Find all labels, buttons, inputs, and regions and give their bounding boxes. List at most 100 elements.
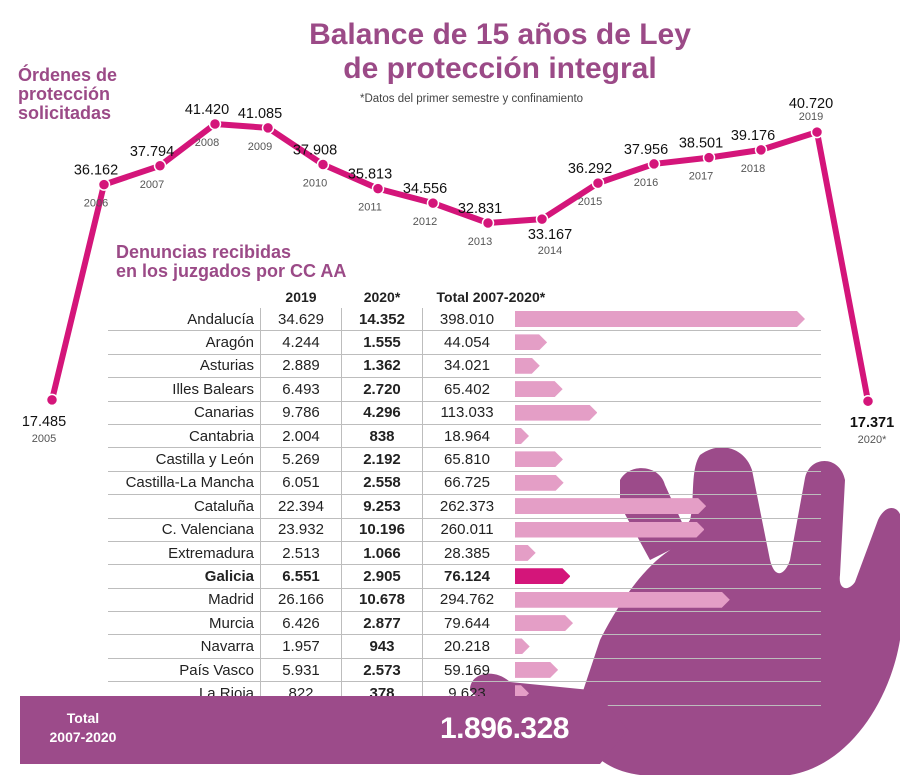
value-total: 59.169 (422, 658, 511, 683)
value-2019: 1.957 (260, 634, 342, 659)
chart-note: *Datos del primer semestre y confinamien… (360, 93, 584, 105)
value-2019: 23.932 (260, 518, 342, 542)
value-2020: 2.558 (341, 471, 423, 496)
data-point (535, 212, 549, 226)
value-2020: 4.296 (341, 401, 423, 425)
data-point (45, 393, 59, 407)
region-name: Madrid (108, 588, 261, 613)
table-header-row: 2019 2020* Total 2007-2020* (108, 286, 821, 308)
bar-cell (511, 401, 821, 425)
value-2019: 4.244 (260, 330, 342, 355)
value-2019: 5.269 (260, 447, 342, 472)
value-total: 20.218 (422, 634, 511, 659)
table-row: Aragón 4.244 1.555 44.054 (108, 330, 821, 355)
column-header-region (108, 286, 261, 308)
table-row: País Vasco 5.931 2.573 59.169 (108, 658, 821, 683)
region-name: Galicia (108, 564, 261, 589)
value-2019: 6.051 (260, 471, 342, 496)
value-total: 260.011 (422, 518, 511, 542)
value-total: 44.054 (422, 330, 511, 355)
value-label: 33.167 (528, 227, 572, 243)
year-label: 2008 (195, 137, 219, 149)
region-name: Castilla y León (108, 447, 261, 472)
value-total: 65.402 (422, 377, 511, 402)
year-label: 2015 (578, 196, 602, 208)
region-name: Navarra (108, 634, 261, 659)
table-row: Cantabria 2.004 838 18.964 (108, 424, 821, 449)
value-2019: 34.629 (260, 308, 342, 332)
table-row: Asturias 2.889 1.362 34.021 (108, 354, 821, 379)
value-2020: 10.196 (341, 518, 423, 542)
bar-cell (511, 611, 821, 636)
total-bar (515, 405, 597, 421)
column-header-total: Total 2007-2020* (436, 289, 546, 305)
table-row: Navarra 1.957 943 20.218 (108, 634, 821, 659)
value-2020: 10.678 (341, 588, 423, 613)
value-label: 41.085 (238, 106, 282, 122)
total-bar (515, 568, 570, 584)
value-label: 36.292 (568, 161, 612, 177)
region-name: Extremadura (108, 541, 261, 566)
column-header-2019: 2019 (285, 289, 317, 305)
orders-line-chart: 17.485 2005 36.162 2006 37.794 2007 41.420 2008… (22, 96, 894, 446)
value-total: 28.385 (422, 541, 511, 566)
value-label: 40.720 (789, 96, 833, 112)
region-name: Murcia (108, 611, 261, 636)
region-name: C. Valenciana (108, 518, 261, 542)
total-label-line-2: 2007-2020 (49, 729, 117, 745)
value-label: 36.162 (74, 163, 118, 179)
data-point (647, 157, 661, 171)
value-total: 79.644 (422, 611, 511, 636)
value-label: 35.813 (348, 167, 392, 183)
bar-cell (511, 424, 821, 449)
year-label: 2018 (741, 163, 765, 175)
year-label: 2017 (689, 171, 713, 183)
total-bar (515, 615, 573, 631)
region-name: Andalucía (108, 308, 261, 332)
value-total: 294.762 (422, 588, 511, 613)
value-label: 17.485 (22, 414, 66, 430)
value-2020: 2.720 (341, 377, 423, 402)
value-2020: 2.877 (341, 611, 423, 636)
column-header-2020: 2020* (363, 289, 401, 305)
table-row: Galicia 6.551 2.905 76.124 (108, 564, 821, 589)
value-2020: 838 (341, 424, 423, 449)
value-label: 32.831 (458, 201, 502, 217)
region-name: Cantabria (108, 424, 261, 449)
data-point (97, 178, 111, 191)
value-total: 76.124 (422, 564, 511, 589)
value-label: 41.420 (185, 102, 229, 118)
total-bar (515, 311, 805, 327)
value-2020: 1.555 (341, 330, 423, 355)
table-row: Canarias 9.786 4.296 113.033 (108, 401, 821, 425)
value-total: 65.810 (422, 447, 511, 472)
value-2019: 2.889 (260, 354, 342, 379)
value-2020: 2.573 (341, 658, 423, 683)
value-2019: 5.931 (260, 658, 342, 683)
value-2020: 943 (341, 634, 423, 659)
region-name: Cataluña (108, 494, 261, 519)
value-2019: 6.551 (260, 564, 342, 589)
bar-cell (511, 377, 821, 402)
table-body: Andalucía 34.629 14.352 398.010 Aragón 4.244 1… (108, 308, 821, 706)
denuncias-table: 2019 2020* Total 2007-2020* Andalucía 34.… (108, 286, 821, 706)
denuncias-label-line-1: Denuncias recibidas (116, 242, 292, 262)
value-total: 66.725 (422, 471, 511, 496)
total-bar (515, 498, 706, 514)
value-total: 262.373 (422, 494, 511, 519)
year-label: 2012 (413, 216, 437, 228)
table-row: C. Valenciana 23.932 10.196 260.011 (108, 518, 821, 542)
year-label: 2007 (140, 179, 164, 191)
table-row: Murcia 6.426 2.877 79.644 (108, 611, 821, 636)
region-name: Illes Balears (108, 377, 261, 402)
bar-cell (511, 471, 821, 496)
bar-cell (511, 564, 821, 589)
year-label: 2005 (32, 433, 56, 445)
region-name: Castilla-La Mancha (108, 471, 261, 496)
total-bar (515, 662, 558, 678)
region-name: Asturias (108, 354, 261, 379)
value-total: 113.033 (422, 401, 511, 425)
total-label-line-1: Total (66, 710, 100, 726)
region-name: País Vasco (108, 658, 261, 683)
data-point (702, 151, 716, 164)
